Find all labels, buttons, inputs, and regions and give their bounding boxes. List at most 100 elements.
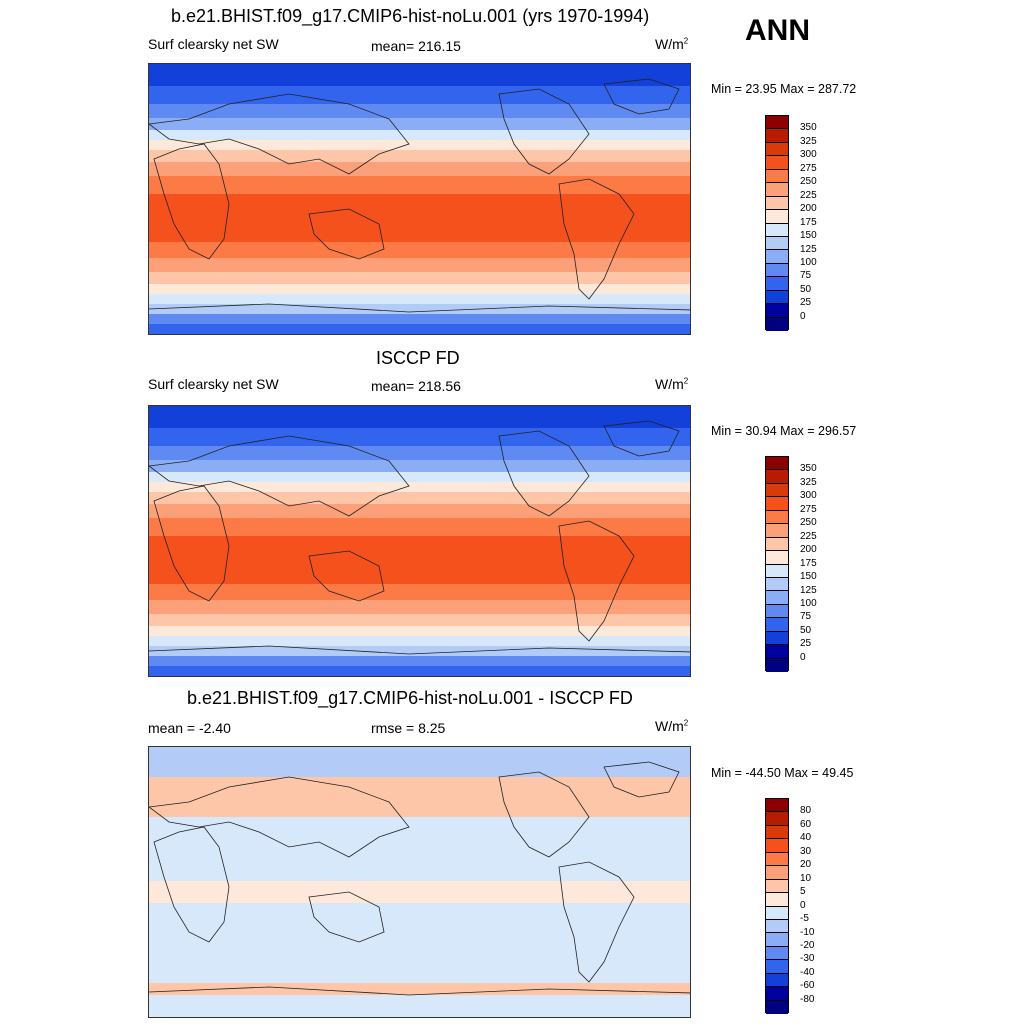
panel1-colorbar bbox=[765, 115, 789, 331]
map-band bbox=[149, 162, 690, 177]
coastline bbox=[498, 88, 590, 175]
map-band bbox=[149, 446, 690, 461]
colorbar-swatch bbox=[766, 116, 788, 130]
map-band bbox=[149, 983, 690, 996]
colorbar-tick-label: 50 bbox=[800, 283, 812, 295]
map-band bbox=[149, 584, 690, 601]
map-band bbox=[149, 943, 690, 984]
colorbar-swatch bbox=[766, 223, 788, 237]
panel3-map-field bbox=[149, 747, 690, 1017]
colorbar-tick-label: 225 bbox=[800, 530, 817, 542]
colorbar-tick-label: 225 bbox=[800, 189, 817, 201]
map-band bbox=[149, 294, 690, 305]
map-band bbox=[149, 86, 690, 105]
map-band bbox=[149, 176, 690, 195]
map-band bbox=[149, 666, 690, 676]
colorbar-tick-label: -20 bbox=[800, 939, 815, 951]
colorbar-tick-label: 175 bbox=[800, 557, 817, 569]
colorbar-tick-label: -30 bbox=[800, 953, 815, 965]
map-band bbox=[149, 841, 690, 882]
colorbar-tick-label: 20 bbox=[800, 859, 812, 871]
map-band bbox=[149, 140, 690, 151]
colorbar-tick-label: -60 bbox=[800, 980, 815, 992]
map-band bbox=[149, 656, 690, 667]
map-band bbox=[149, 242, 690, 259]
coastline bbox=[498, 771, 590, 858]
colorbar-tick-label: -5 bbox=[800, 913, 809, 925]
colorbar-swatch bbox=[766, 919, 788, 934]
panel3-rmse-label: rmse = 8.25 bbox=[371, 720, 446, 736]
colorbar-swatch bbox=[766, 866, 788, 880]
coastline bbox=[153, 826, 230, 943]
map-band bbox=[149, 118, 690, 131]
map-band bbox=[149, 817, 690, 842]
panel1-mean-label: mean= 216.15 bbox=[371, 38, 461, 54]
colorbar-tick-label: 275 bbox=[800, 162, 817, 174]
colorbar-swatch bbox=[766, 196, 788, 211]
colorbar-swatch bbox=[766, 457, 788, 471]
map-band bbox=[149, 304, 690, 315]
colorbar-tick-label: 175 bbox=[800, 216, 817, 228]
colorbar-swatch bbox=[766, 156, 788, 170]
colorbar-swatch bbox=[766, 510, 788, 525]
coastline bbox=[308, 550, 385, 602]
colorbar-tick-label: -40 bbox=[800, 966, 815, 978]
colorbar-swatch bbox=[766, 317, 788, 331]
colorbar-swatch bbox=[766, 169, 788, 184]
season-label: ANN bbox=[745, 14, 810, 47]
panel1-title: b.e21.BHIST.f09_g17.CMIP6-hist-noLu.001 … bbox=[171, 6, 650, 26]
colorbar-swatch bbox=[766, 631, 788, 646]
colorbar-swatch bbox=[766, 906, 788, 920]
map-band bbox=[149, 482, 690, 493]
map-band bbox=[149, 460, 690, 473]
map-band bbox=[149, 504, 690, 519]
panel3-colorbar bbox=[765, 798, 789, 1014]
colorbar-swatch bbox=[766, 879, 788, 894]
map-band bbox=[149, 324, 690, 334]
panel2-map bbox=[148, 405, 691, 677]
colorbar-tick-label: 325 bbox=[800, 476, 817, 488]
colorbar-tick-label: 10 bbox=[800, 872, 812, 884]
panel2-map-field bbox=[149, 406, 690, 676]
map-band bbox=[149, 406, 690, 429]
coastline bbox=[558, 861, 635, 983]
colorbar-tick-label: 80 bbox=[800, 805, 812, 817]
map-band bbox=[149, 472, 690, 483]
map-band bbox=[149, 881, 690, 904]
colorbar-tick-label: 325 bbox=[800, 135, 817, 147]
map-band bbox=[149, 194, 690, 243]
colorbar-swatch bbox=[766, 497, 788, 511]
colorbar-swatch bbox=[766, 277, 788, 291]
coastline bbox=[149, 986, 690, 996]
colorbar-swatch bbox=[766, 551, 788, 565]
panel1-variable-label: Surf clearsky net SW bbox=[148, 36, 279, 52]
coastline bbox=[149, 303, 690, 313]
colorbar-tick-label: 60 bbox=[800, 818, 812, 830]
colorbar-swatch bbox=[766, 893, 788, 907]
map-band bbox=[149, 626, 690, 637]
panel3-mean-label: mean = -2.40 bbox=[148, 720, 231, 736]
colorbar-tick-label: 40 bbox=[800, 832, 812, 844]
map-band bbox=[149, 636, 690, 647]
colorbar-swatch bbox=[766, 658, 788, 672]
colorbar-swatch bbox=[766, 537, 788, 552]
colorbar-swatch bbox=[766, 604, 788, 619]
panel3-minmax: Min = -44.50 Max = 49.45 bbox=[711, 766, 854, 780]
colorbar-tick-label: 75 bbox=[800, 611, 812, 623]
colorbar-swatch bbox=[766, 812, 788, 826]
colorbar-tick-label: 25 bbox=[800, 638, 812, 650]
colorbar-tick-label: -80 bbox=[800, 993, 815, 1005]
colorbar-swatch bbox=[766, 1000, 788, 1014]
colorbar-tick-label: 100 bbox=[800, 256, 817, 268]
map-band bbox=[149, 536, 690, 585]
panel1-map-field bbox=[149, 64, 690, 334]
colorbar-tick-label: 150 bbox=[800, 230, 817, 242]
colorbar-tick-label: -10 bbox=[800, 926, 815, 938]
coastline bbox=[308, 891, 385, 943]
coastline bbox=[308, 208, 385, 260]
panel1-minmax: Min = 23.95 Max = 287.72 bbox=[711, 82, 857, 96]
map-band bbox=[149, 492, 690, 505]
colorbar-swatch bbox=[766, 960, 788, 974]
colorbar-swatch bbox=[766, 825, 788, 840]
colorbar-tick-label: 30 bbox=[800, 845, 812, 857]
